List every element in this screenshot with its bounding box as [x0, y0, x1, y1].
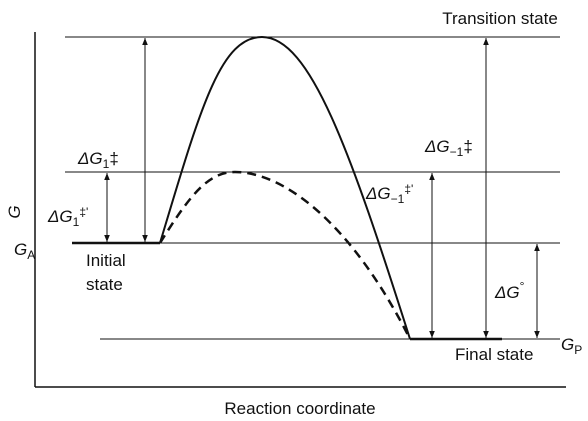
catalysed-curve — [158, 170, 412, 340]
label-part: 1 — [103, 157, 110, 171]
transition-label: Transition state — [442, 9, 558, 28]
energy-label: ΔG−1‡' — [365, 182, 413, 206]
initial-label: state — [86, 275, 123, 294]
final-label: Final state — [455, 345, 533, 364]
label-part: P — [574, 343, 582, 357]
energy-label: ΔG° — [494, 279, 525, 302]
label-part: A — [27, 248, 35, 262]
energy-label: ΔG−1‡ — [424, 137, 473, 159]
energy-label: ΔG1‡ — [77, 149, 119, 171]
y-axis-label: G — [5, 205, 24, 218]
label-part: ° — [520, 279, 525, 293]
label-part: G — [14, 240, 27, 259]
energy-label: ΔG1‡' — [47, 205, 88, 229]
label-part: ‡ — [109, 149, 118, 168]
initial-label: Initial — [86, 251, 126, 270]
label-part: ΔG — [494, 283, 520, 302]
final-symbol: GP — [561, 335, 582, 357]
label-part: ‡' — [404, 182, 413, 196]
label-part: G — [561, 335, 574, 354]
uncatalysed-curve — [159, 35, 411, 340]
label-part: ‡' — [79, 205, 88, 219]
label-part: ‡ — [463, 137, 472, 156]
label-part: ΔG — [77, 149, 103, 168]
label-part: 1 — [73, 215, 80, 229]
label-part: ΔG — [47, 207, 73, 226]
label-part: −1 — [391, 192, 405, 206]
initial-symbol: GA — [14, 240, 35, 262]
label-part: ΔG — [365, 184, 391, 203]
label-part: −1 — [450, 145, 464, 159]
x-axis-label: Reaction coordinate — [224, 399, 375, 418]
label-part: ΔG — [424, 137, 450, 156]
